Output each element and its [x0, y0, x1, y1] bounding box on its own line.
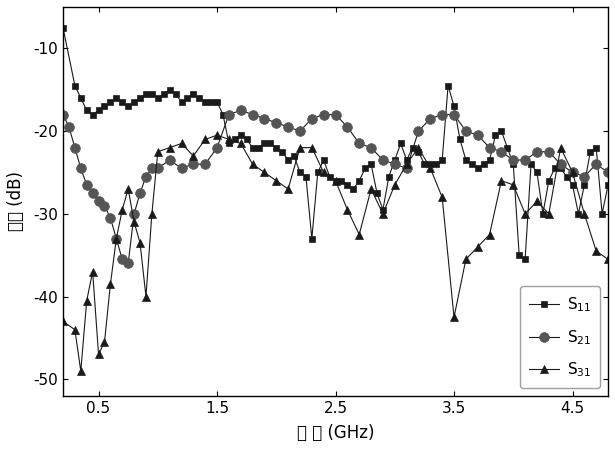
S$_{11}$ — [59, 25, 66, 31]
X-axis label: 频 率 (GHz): 频 率 (GHz) — [297, 424, 375, 442]
S$_{11}$ — [522, 257, 529, 262]
S$_{21}$ — [237, 108, 244, 113]
S$_{21}$ — [95, 199, 102, 204]
S$_{21}$ — [592, 162, 600, 167]
S$_{11}$ — [605, 182, 612, 188]
S$_{21}$ — [119, 257, 126, 262]
S$_{11}$ — [515, 252, 523, 258]
S$_{31}$ — [379, 211, 387, 216]
S$_{31}$ — [77, 368, 84, 374]
S$_{31}$ — [344, 207, 351, 212]
S$_{21}$ — [59, 112, 66, 117]
S$_{31}$ — [367, 186, 375, 192]
S$_{31}$ — [237, 141, 244, 146]
S$_{21}$ — [124, 261, 132, 266]
Legend: S$_{11}$, S$_{21}$, S$_{31}$: S$_{11}$, S$_{21}$, S$_{31}$ — [520, 286, 600, 388]
S$_{31}$ — [59, 319, 66, 324]
S$_{11}$ — [486, 157, 493, 163]
Line: S$_{11}$: S$_{11}$ — [60, 25, 611, 263]
S$_{21}$ — [213, 145, 221, 150]
Line: S$_{21}$: S$_{21}$ — [58, 106, 613, 269]
S$_{11}$ — [498, 128, 505, 134]
Line: S$_{31}$: S$_{31}$ — [59, 132, 612, 375]
S$_{31}$ — [213, 132, 221, 138]
S$_{21}$ — [605, 170, 612, 175]
S$_{21}$ — [557, 162, 565, 167]
S$_{31}$ — [605, 257, 612, 262]
S$_{11}$ — [385, 174, 392, 179]
S$_{11}$ — [492, 132, 499, 138]
Y-axis label: 幅度 (dB): 幅度 (dB) — [7, 172, 25, 231]
S$_{31}$ — [124, 186, 132, 192]
S$_{11}$ — [462, 157, 470, 163]
S$_{31}$ — [427, 166, 434, 171]
S$_{21}$ — [142, 174, 149, 179]
